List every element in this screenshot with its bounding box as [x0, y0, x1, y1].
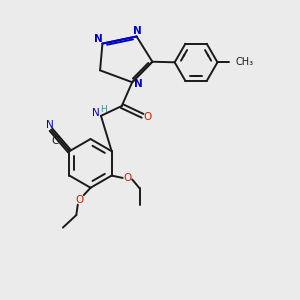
Text: O: O: [123, 173, 131, 183]
Text: O: O: [75, 195, 83, 205]
Text: N: N: [133, 26, 142, 35]
Text: H: H: [100, 105, 107, 114]
Text: N: N: [46, 120, 53, 130]
Text: N: N: [134, 79, 143, 89]
Text: N: N: [94, 34, 103, 44]
Text: O: O: [143, 112, 152, 122]
Text: C: C: [52, 136, 59, 146]
Text: CH₃: CH₃: [235, 57, 254, 67]
Text: N: N: [92, 108, 100, 118]
